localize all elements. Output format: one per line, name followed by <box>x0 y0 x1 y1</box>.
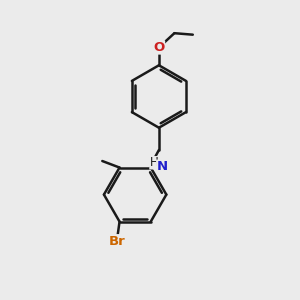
Text: H: H <box>149 156 158 169</box>
Text: Br: Br <box>109 235 125 248</box>
Text: N: N <box>156 160 167 173</box>
Text: O: O <box>153 41 164 54</box>
